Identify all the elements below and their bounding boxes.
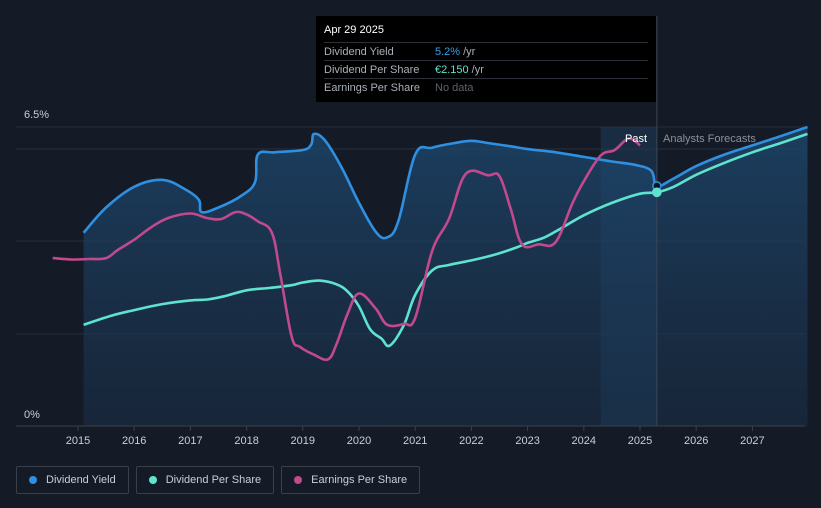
x-tick-label: 2022 [459, 435, 483, 447]
legend-dot-icon [294, 476, 303, 484]
dividend-yield-line [82, 125, 808, 240]
legend-dividend-yield[interactable]: Dividend Yield [16, 466, 129, 494]
x-tick-label: 2026 [684, 435, 708, 447]
dividend-yield-area [83, 127, 808, 426]
x-tick-label: 2019 [291, 435, 315, 447]
legend-dot-icon [29, 476, 37, 484]
tooltip-label: Dividend Yield [324, 45, 394, 58]
legend-dot-icon [148, 476, 157, 484]
x-tick-label: 2024 [572, 435, 596, 447]
tooltip-value: No data [435, 81, 474, 94]
tooltip-value: €2.150 [435, 63, 469, 76]
x-tick-label: 2016 [122, 435, 146, 447]
tooltip-unit: /yr [471, 63, 484, 76]
x-axis-ticks: 2015 2016 2017 2018 2019 2020 2021 2022 2023 2024… [66, 426, 765, 447]
past-region-label: Past [625, 133, 647, 145]
hover-markers [652, 181, 662, 198]
earnings-per-share-line [52, 137, 641, 362]
x-tick-label: 2025 [628, 435, 652, 447]
legend-label: Earnings Per Share [311, 474, 408, 486]
tooltip-unit: /yr [463, 45, 476, 58]
tooltip-row-dividend-per-share: Dividend Per Share €2.150 /yr [324, 60, 648, 78]
forecast-region-label: Analysts Forecasts [663, 133, 756, 145]
legend-dividend-per-share[interactable]: Dividend Per Share [135, 466, 275, 494]
tooltip-value: 5.2% [435, 45, 461, 58]
tooltip-label: Dividend Per Share [324, 63, 420, 76]
tooltip-label: Earnings Per Share [324, 81, 420, 94]
x-tick-label: 2020 [347, 435, 371, 447]
x-tick-label: 2023 [515, 435, 539, 447]
hover-tooltip: Apr 29 2025 Dividend Yield 5.2% /yr Divi… [316, 16, 656, 102]
x-tick-label: 2017 [178, 435, 202, 447]
y-tick-label-bottom: 0% [24, 409, 40, 421]
x-tick-label: 2027 [740, 435, 764, 447]
x-tick-label: 2018 [234, 435, 258, 447]
tooltip-date: Apr 29 2025 [324, 24, 384, 36]
legend-earnings-per-share[interactable]: Earnings Per Share [281, 466, 421, 494]
chart-legend: Dividend Yield Dividend Per Share Earnin… [16, 466, 421, 494]
x-tick-label: 2021 [403, 435, 427, 447]
x-tick-label: 2015 [66, 435, 90, 447]
tooltip-row-earnings-per-share: Earnings Per Share No data [324, 78, 648, 96]
hover-marker [652, 187, 662, 198]
tooltip-row-dividend-yield: Dividend Yield 5.2% /yr [324, 42, 648, 60]
legend-label: Dividend Yield [46, 474, 116, 486]
legend-label: Dividend Per Share [165, 474, 262, 486]
y-tick-label-top: 6.5% [24, 109, 49, 121]
